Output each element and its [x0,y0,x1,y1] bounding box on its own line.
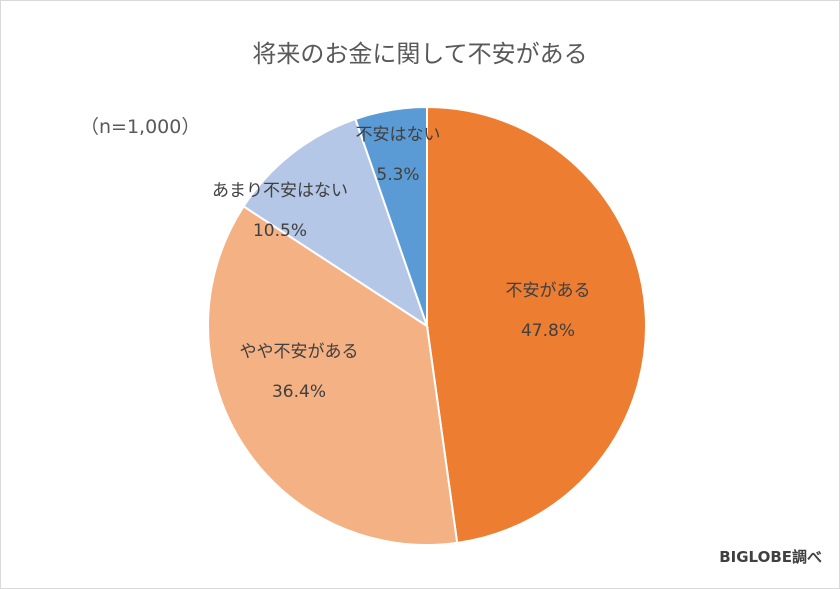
source-note: BIGLOBE調べ [719,548,822,566]
pie-slice-3 [242,117,429,329]
chart-title: 将来のお金に関して不安がある [252,40,588,68]
slice-value-4: 5.3% [376,165,419,185]
slice-label-1: 不安がある [506,281,591,301]
slice-label-3: あまり不安はない [212,181,348,201]
sample-size-note: （n=1,000） [80,116,201,138]
slice-label-2: やや不安がある [240,342,359,362]
slice-label-4: 不安はない [356,125,441,145]
slice-value-2: 36.4% [272,382,326,402]
slice-value-1: 47.8% [521,321,575,341]
pie-slice-4 [354,105,428,327]
slice-value-3: 10.5% [253,221,307,241]
pie-slice-2 [207,204,459,546]
pie-slice-1 [426,105,647,545]
